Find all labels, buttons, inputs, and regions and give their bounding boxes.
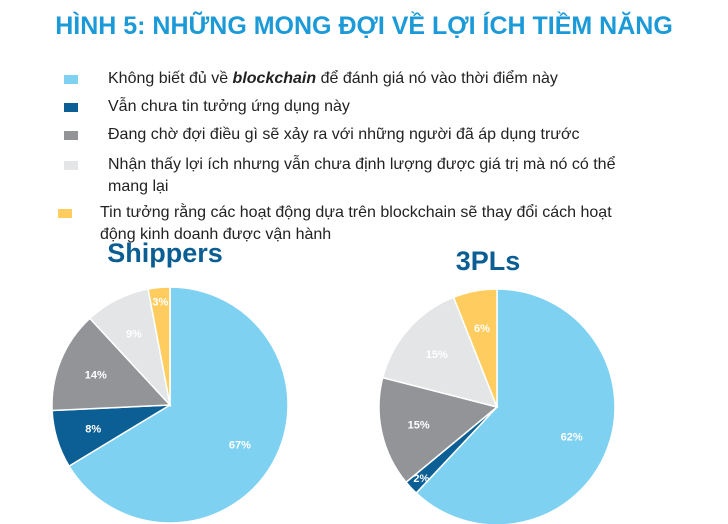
pie-slice xyxy=(415,288,616,524)
legend-text: Đang chờ đợi điều gì sẽ xảy ra với những… xyxy=(108,126,580,143)
data-label: 15% xyxy=(426,349,448,361)
pie-slice xyxy=(452,288,498,408)
legend-text: Tin tưởng rằng các hoạt động dựa trên bl… xyxy=(100,204,612,243)
legend-label: Vẫn chưa tin tưởng ứng dụng này xyxy=(108,96,728,118)
legend-swatch xyxy=(64,75,78,84)
data-label: 3% xyxy=(152,297,168,309)
legend-label: Không biết đủ về blockchain để đánh giá … xyxy=(108,68,728,90)
pie-title: 3PLs xyxy=(456,246,521,276)
data-label: 8% xyxy=(85,423,101,435)
legend-swatch xyxy=(64,131,78,140)
data-label: 67% xyxy=(229,439,251,451)
legend-swatch xyxy=(64,161,78,170)
data-label: 2% xyxy=(413,473,429,485)
pie-slice xyxy=(378,376,499,484)
legend-swatch xyxy=(64,103,78,112)
data-label: 14% xyxy=(85,370,107,382)
legend-swatch xyxy=(58,209,72,218)
pie-title: Shippers xyxy=(107,238,223,268)
legend-text: blockchain xyxy=(232,70,317,87)
data-label: 9% xyxy=(126,328,142,340)
pie-slice xyxy=(147,286,171,406)
data-label: 62% xyxy=(561,432,583,444)
data-label: 15% xyxy=(408,420,430,432)
legend-text: Không biết đủ về xyxy=(108,70,233,87)
legend-text: để đánh giá nó vào thời điểm này xyxy=(316,70,558,87)
legend-label: Đang chờ đợi điều gì sẽ xảy ra với những… xyxy=(108,124,728,146)
legend-text: Vẫn chưa tin tưởng ứng dụng này xyxy=(108,98,350,115)
title: HÌNH 5: NHỮNG MONG ĐỢI VỀ LỢI ÍCH TIỀM N… xyxy=(55,12,673,40)
pie-slice xyxy=(51,317,172,412)
legend-text: Nhận thấy lợi ích nhưng vẫn chưa định lư… xyxy=(108,156,616,195)
legend-label: Tin tưởng rằng các hoạt động dựa trên bl… xyxy=(100,202,640,246)
pie-slice xyxy=(381,296,499,409)
data-label: 6% xyxy=(474,323,490,335)
legend-label: Nhận thấy lợi ích nhưng vẫn chưa định lư… xyxy=(108,154,628,198)
pie-slice xyxy=(68,286,289,524)
